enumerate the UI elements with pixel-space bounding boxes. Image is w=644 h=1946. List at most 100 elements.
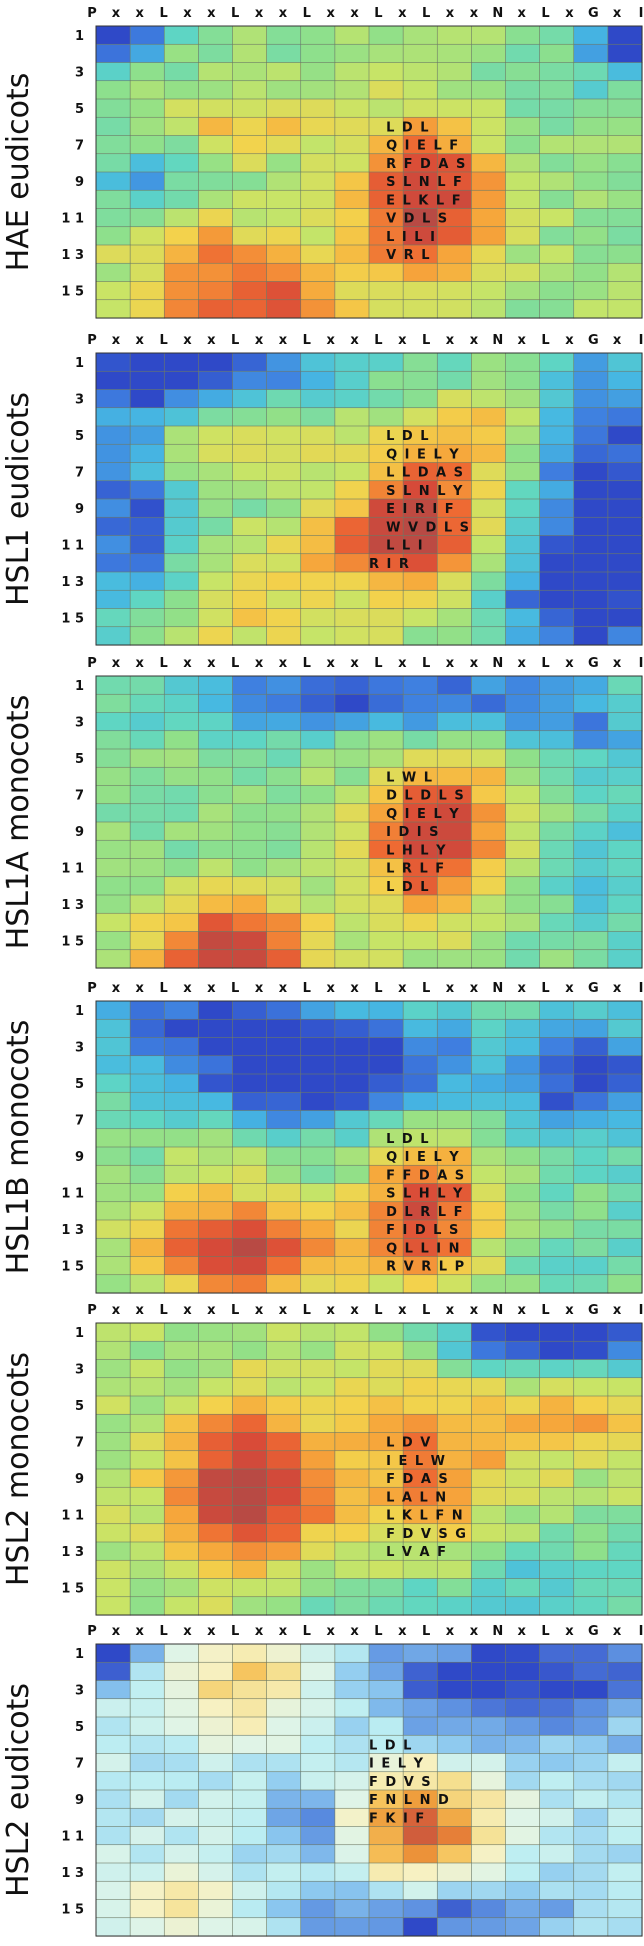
heatmap-cell (402, 1716, 438, 1736)
heatmap-cell (505, 876, 541, 896)
heatmap-cell (95, 553, 131, 573)
row-tick-label: 5 (75, 102, 84, 117)
heatmap-cell (334, 352, 370, 372)
heatmap-cell (300, 712, 336, 732)
heatmap-cell (300, 1073, 336, 1093)
row-tick-label: 1 5 (61, 1582, 84, 1597)
heatmap-cell (266, 262, 302, 283)
heatmap-cell (471, 821, 507, 841)
heatmap-cell (573, 1698, 609, 1718)
heatmap-cell (368, 675, 404, 695)
column-header-letter: x (470, 1624, 479, 1639)
heatmap-cell (198, 389, 234, 409)
heatmap-cell (95, 803, 131, 823)
heatmap-cell (505, 839, 541, 860)
heatmap-cell (505, 589, 541, 610)
heatmap-cell (95, 480, 131, 500)
heatmap-border (95, 1643, 643, 1937)
heatmap-cell (607, 299, 643, 319)
heatmap-cell (573, 1789, 609, 1809)
panel-title: HSL2 eudicots (1, 1683, 36, 1897)
heatmap-cell (198, 1523, 234, 1543)
heatmap-cell (95, 1432, 131, 1452)
heatmap-cell (471, 553, 507, 573)
column-header-letter: L (303, 981, 311, 996)
heatmap-cell (471, 785, 507, 805)
heatmap-cell (129, 1128, 165, 1148)
heatmap-cell (95, 462, 131, 482)
heatmap-cell (402, 370, 438, 391)
heatmap-cell (539, 389, 575, 409)
heatmap-cell (266, 1826, 302, 1846)
column-header-letter: x (565, 656, 574, 671)
heatmap-cell (505, 1164, 541, 1185)
heatmap-cell (436, 675, 472, 695)
heatmap-cell (607, 730, 643, 750)
column-header-letter: L (303, 1303, 311, 1318)
column-header-letter: x (327, 6, 336, 21)
heatmap-cell (198, 443, 234, 464)
column-header-letter: x (470, 333, 479, 348)
heatmap-cell (539, 712, 575, 732)
heatmap-cell (334, 226, 370, 246)
heatmap-cell (334, 1256, 370, 1276)
heatmap-cell (573, 443, 609, 464)
heatmap-cell (198, 949, 234, 969)
heatmap-cell (607, 1844, 643, 1864)
heatmap-cell (334, 1771, 370, 1791)
heatmap-cell (300, 226, 336, 246)
motif-sequence: E L K L F (386, 193, 462, 208)
heatmap-cell (539, 1146, 575, 1166)
heatmap-cell (198, 370, 234, 391)
heatmap-cell (95, 171, 131, 191)
heatmap-cell (505, 693, 541, 714)
heatmap-cell (471, 153, 507, 173)
heatmap-cell (198, 1037, 234, 1057)
heatmap-cell (232, 803, 268, 823)
heatmap-cell (471, 1680, 507, 1700)
heatmap-cell (607, 693, 643, 714)
heatmap-cell (607, 80, 643, 100)
column-header-letter: x (255, 333, 264, 348)
column-header-letter: x (613, 981, 622, 996)
heatmap-cell (198, 876, 234, 896)
heatmap-cell (573, 498, 609, 518)
row-tick-label: 1 5 (61, 935, 84, 950)
heatmap-cell (402, 1018, 438, 1039)
heatmap-cell (266, 1322, 302, 1342)
heatmap-cell (266, 675, 302, 695)
heatmap-cell (95, 894, 131, 914)
heatmap-cell (573, 1734, 609, 1755)
heatmap-cell (607, 116, 643, 137)
heatmap-cell (95, 1880, 131, 1901)
heatmap-cell (607, 766, 643, 787)
heatmap-cell (129, 389, 165, 409)
heatmap-cell (266, 462, 302, 482)
heatmap-cell (129, 1880, 165, 1901)
heatmap-cell (573, 876, 609, 896)
heatmap-cell (232, 1219, 268, 1239)
motif-sequence: F D V S (369, 1775, 432, 1790)
heatmap-cell (607, 1055, 643, 1075)
heatmap-cell (334, 153, 370, 173)
heatmap-cell (573, 1826, 609, 1846)
motif-sequence: S L N L F (386, 175, 463, 190)
heatmap-cell (402, 1826, 438, 1846)
column-header-letter: I (639, 1303, 644, 1318)
column-header-letter: x (518, 656, 527, 671)
heatmap-cell (471, 1183, 507, 1203)
heatmap-cell (471, 1164, 507, 1185)
heatmap-cell (505, 516, 541, 537)
column-header-letter: L (231, 1624, 239, 1639)
heatmap-cell (334, 43, 370, 64)
heatmap-cell (198, 858, 234, 878)
column-header-letter: x (136, 656, 145, 671)
heatmap-cell (573, 244, 609, 264)
heatmap-cell (539, 281, 575, 301)
heatmap-cell (232, 1432, 268, 1452)
heatmap-cell (232, 1771, 268, 1791)
heatmap-cell (607, 1523, 643, 1543)
heatmap-cell (471, 370, 507, 391)
